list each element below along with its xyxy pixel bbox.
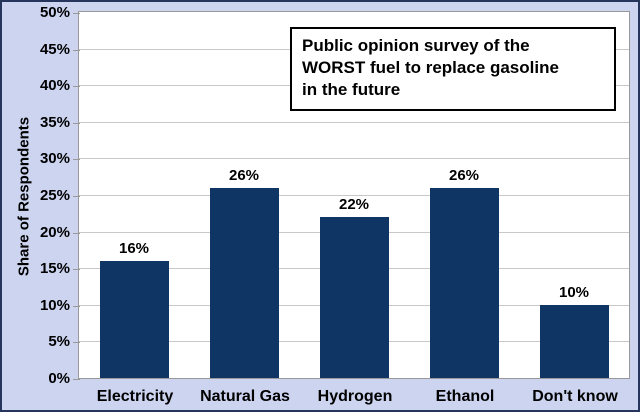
y-tick-label: 15% bbox=[39, 260, 70, 277]
x-category-label: Electricity bbox=[96, 388, 174, 405]
y-tick-label: 45% bbox=[39, 41, 70, 58]
y-tick-label: 25% bbox=[39, 187, 70, 204]
bar-natural-gas bbox=[210, 188, 279, 378]
bar-value-label: 16% bbox=[118, 240, 150, 257]
gridline bbox=[79, 122, 629, 123]
x-category-label: Natural Gas bbox=[200, 388, 290, 405]
y-tick-label: 5% bbox=[48, 333, 70, 350]
chart-title-line-2: WORST fuel to replace gasoline bbox=[302, 58, 559, 77]
chart-title-box: Public opinion survey of the WORST fuel … bbox=[290, 27, 616, 111]
gridline bbox=[79, 158, 629, 159]
y-tick-mark bbox=[73, 269, 80, 270]
y-tick-label: 0% bbox=[48, 370, 70, 387]
y-tick-mark bbox=[73, 86, 80, 87]
y-axis-title: Share of Respondents bbox=[15, 116, 33, 277]
bar-electricity bbox=[100, 261, 169, 378]
bar-ethanol bbox=[430, 188, 499, 378]
bar-value-label: 22% bbox=[338, 196, 370, 213]
x-category-label: Don't know bbox=[532, 388, 618, 405]
y-tick-mark bbox=[73, 123, 80, 124]
x-category-label: Ethanol bbox=[435, 388, 495, 405]
y-tick-label: 10% bbox=[39, 297, 70, 314]
gridline bbox=[79, 195, 629, 196]
bar-hydrogen bbox=[320, 217, 389, 378]
bar-value-label: 26% bbox=[228, 167, 260, 184]
bar-don-t-know bbox=[540, 305, 609, 378]
chart-title-line-3: in the future bbox=[302, 80, 401, 99]
y-tick-mark bbox=[73, 342, 80, 343]
x-category-label: Hydrogen bbox=[317, 388, 393, 405]
y-tick-mark bbox=[73, 196, 80, 197]
y-tick-label: 20% bbox=[39, 224, 70, 241]
chart-title-line-1: Public opinion survey of the bbox=[302, 36, 530, 55]
y-tick-mark bbox=[73, 379, 80, 380]
y-tick-mark bbox=[73, 50, 80, 51]
y-tick-label: 30% bbox=[39, 150, 70, 167]
y-tick-label: 50% bbox=[39, 4, 70, 21]
y-tick-mark bbox=[73, 159, 80, 160]
y-tick-label: 35% bbox=[39, 114, 70, 131]
y-tick-mark bbox=[73, 306, 80, 307]
y-tick-mark bbox=[73, 233, 80, 234]
bar-value-label: 10% bbox=[558, 284, 590, 301]
y-tick-label: 40% bbox=[39, 77, 70, 94]
y-tick-mark bbox=[73, 13, 80, 14]
bar-value-label: 26% bbox=[448, 167, 480, 184]
